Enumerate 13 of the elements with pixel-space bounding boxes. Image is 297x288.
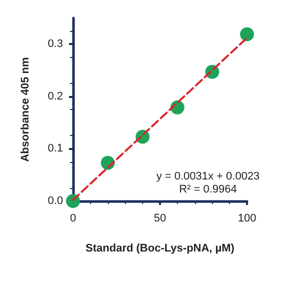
annotation: R² = 0.9964: [179, 184, 237, 196]
x-tick-label: 50: [154, 212, 166, 224]
point: [66, 194, 80, 208]
y-tick-label: 0.0: [48, 195, 63, 207]
y-axis-title: Absorbance 405 nm: [20, 57, 32, 162]
x-tick-label: 100: [238, 212, 256, 224]
x-axis-title: Standard (Boc-Lys-pNA, µM): [86, 242, 235, 254]
point: [240, 27, 254, 42]
annotation: y = 0.0031x + 0.0023: [156, 170, 260, 182]
y-tick-label: 0.3: [48, 38, 63, 50]
x-tick-label: 0: [70, 212, 76, 224]
y-tick-label: 0.2: [48, 90, 63, 102]
y-tick-label: 0.1: [48, 142, 63, 155]
